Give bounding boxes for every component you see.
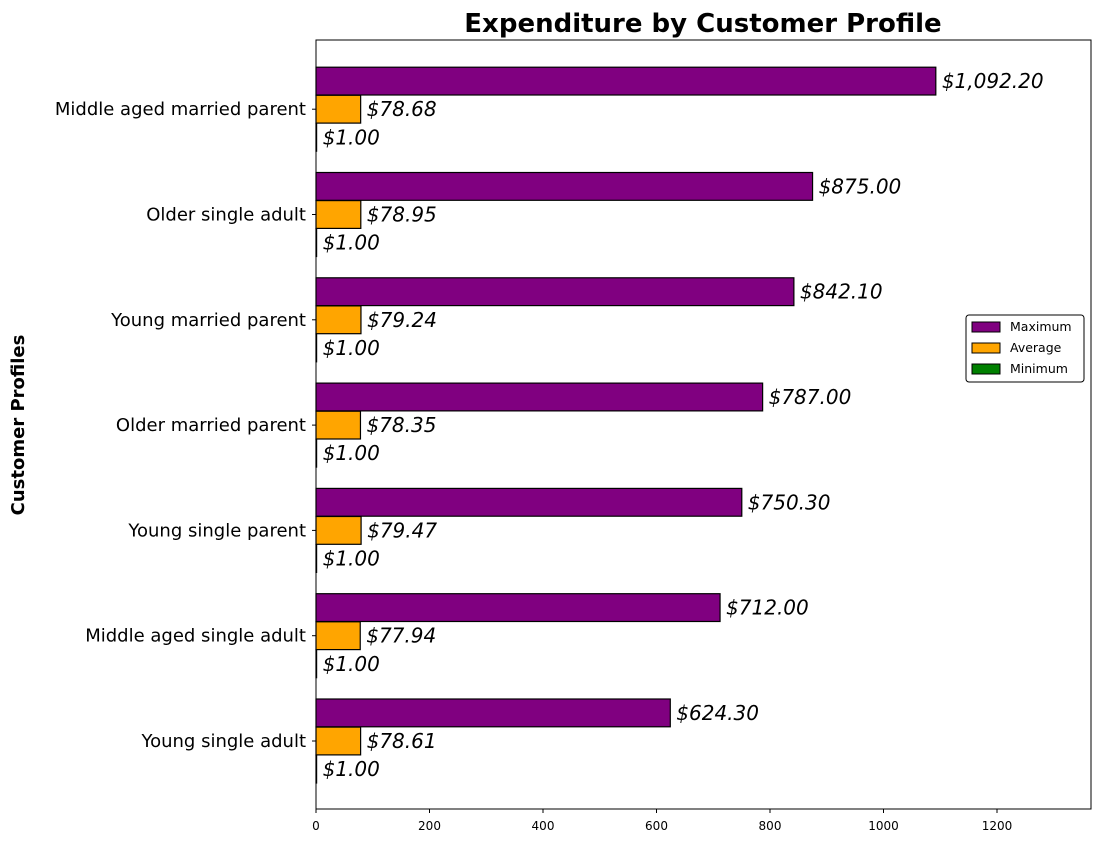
- data-label-maximum: $875.00: [819, 174, 902, 198]
- x-tick-label: 800: [759, 819, 782, 833]
- legend-swatch-minimum: [971, 363, 1001, 375]
- bar-maximum: [315, 277, 795, 307]
- x-tick-label: 200: [418, 819, 441, 833]
- data-label-maximum: $624.30: [676, 701, 759, 725]
- bar-average: [315, 305, 362, 335]
- data-label-average: $78.95: [367, 203, 437, 227]
- bar-maximum: [315, 382, 764, 412]
- bar-average: [315, 621, 361, 651]
- data-label-average: $78.68: [367, 97, 437, 121]
- category-label: Middle aged single adult: [85, 626, 306, 647]
- data-label-maximum: $787.00: [769, 385, 852, 409]
- bar-average: [315, 726, 362, 756]
- bar-average: [315, 200, 362, 230]
- bar-maximum: [315, 593, 721, 623]
- legend: Maximum Average Minimum: [965, 314, 1085, 383]
- plot-area: Young single adult $624.30 $78.61 $1.00 Midd…: [55, 66, 1044, 833]
- data-label-average: $79.24: [367, 308, 437, 332]
- category-label: Young married parent: [110, 310, 306, 331]
- legend-label-minimum: Minimum: [1010, 361, 1068, 376]
- data-label-average: $77.94: [366, 624, 436, 648]
- data-label-minimum: $1.00: [323, 125, 380, 149]
- x-tick-label: 1200: [982, 819, 1013, 833]
- data-label-minimum: $1.00: [323, 757, 380, 781]
- x-tick-label: 0: [312, 819, 320, 833]
- data-label-minimum: $1.00: [323, 547, 380, 571]
- x-tick-label: 400: [532, 819, 555, 833]
- category-label: Young single parent: [127, 520, 306, 541]
- x-tick-label: 600: [645, 819, 668, 833]
- legend-label-maximum: Maximum: [1010, 319, 1072, 334]
- data-label-minimum: $1.00: [323, 336, 380, 360]
- data-label-minimum: $1.00: [323, 231, 380, 255]
- bar-average: [315, 410, 362, 440]
- data-label-minimum: $1.00: [323, 652, 380, 676]
- category-label: Young single adult: [140, 731, 306, 752]
- data-label-average: $78.61: [367, 729, 437, 753]
- data-label-average: $78.35: [366, 413, 436, 437]
- x-tick-label: 1000: [868, 819, 899, 833]
- data-label-minimum: $1.00: [323, 441, 380, 465]
- bar-maximum: [315, 698, 671, 728]
- legend-label-average: Average: [1010, 340, 1062, 355]
- y-axis-label: Customer Profiles: [8, 335, 29, 516]
- data-label-maximum: $750.30: [748, 490, 831, 514]
- category-label: Middle aged married parent: [55, 99, 306, 120]
- bar-average: [315, 94, 362, 124]
- bar-maximum: [315, 487, 743, 517]
- category-label: Older married parent: [116, 415, 306, 436]
- plot-frame: [315, 39, 1092, 810]
- data-label-maximum: $842.10: [800, 280, 883, 304]
- bar-maximum: [315, 66, 937, 96]
- bar-maximum: [315, 171, 814, 201]
- chart-title: Expenditure by Customer Profile: [464, 9, 941, 39]
- data-label-maximum: $712.00: [726, 596, 809, 620]
- bar-average: [315, 515, 362, 545]
- category-label: Older single adult: [146, 205, 306, 226]
- legend-swatch-average: [971, 342, 1001, 354]
- data-label-maximum: $1,092.20: [942, 69, 1044, 93]
- legend-swatch-maximum: [971, 321, 1001, 333]
- data-label-average: $79.47: [367, 518, 437, 542]
